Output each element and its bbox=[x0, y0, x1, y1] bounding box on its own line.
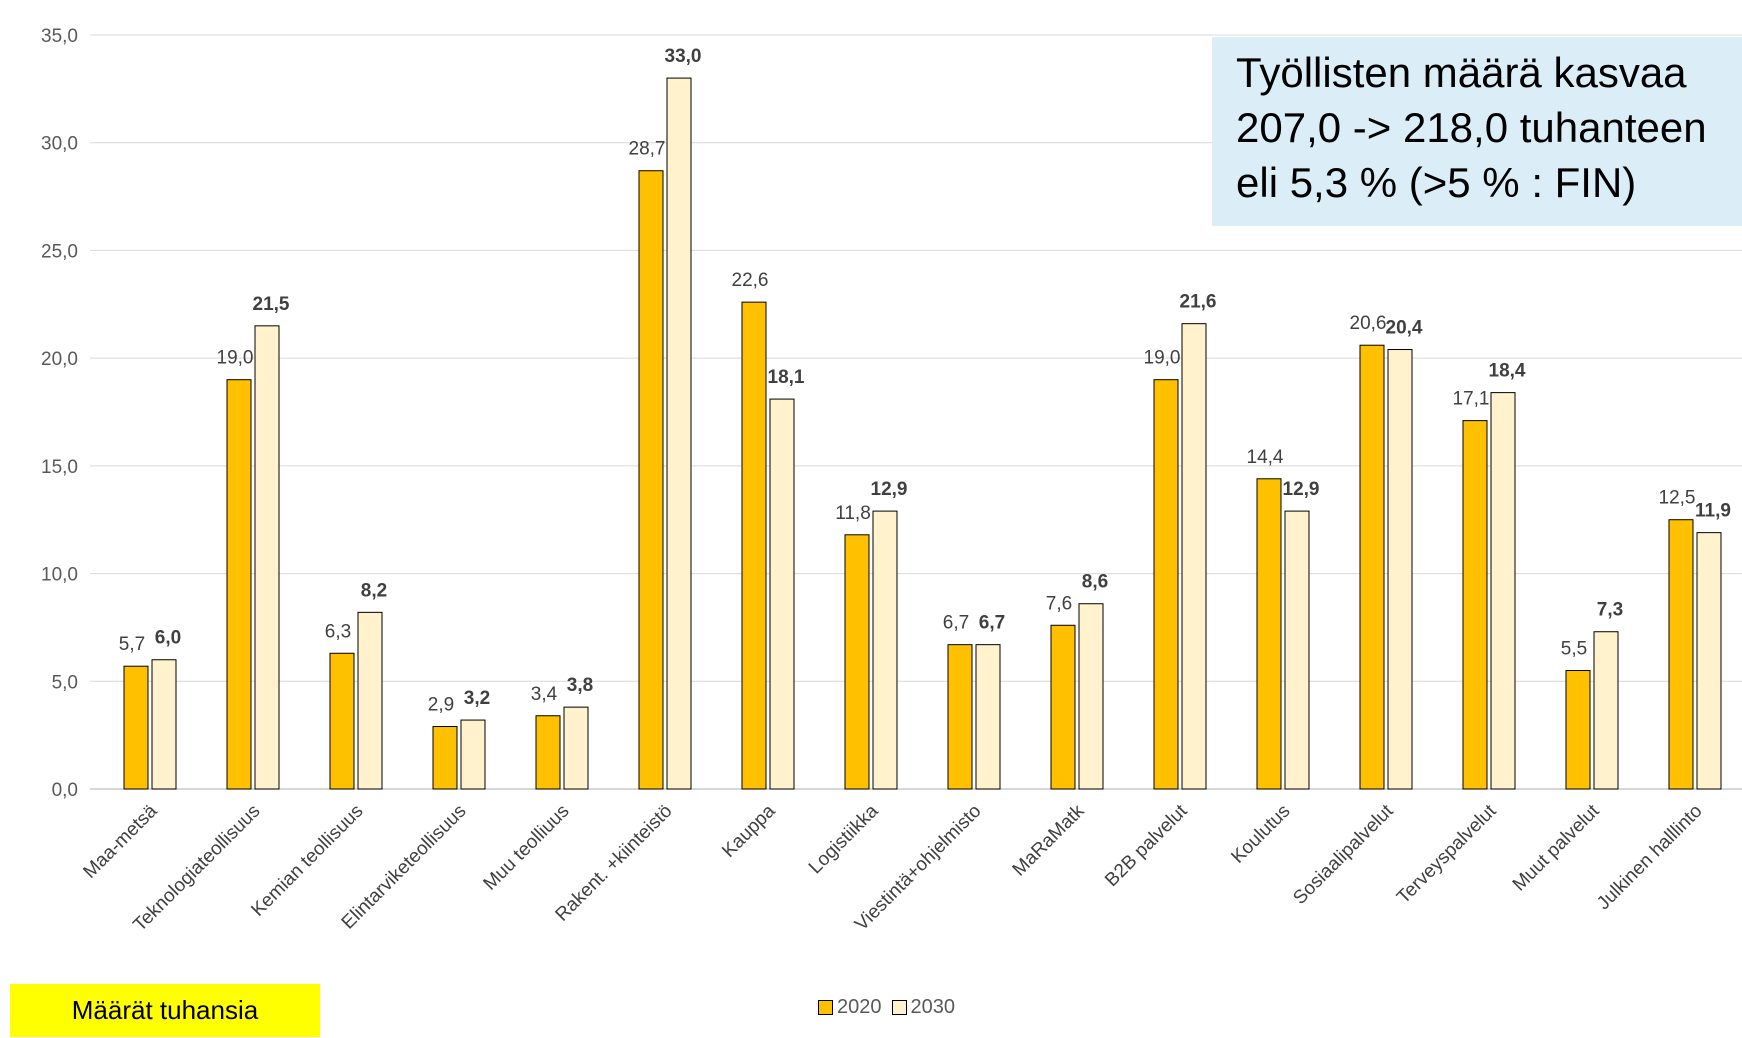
data-label-2020: 12,5 bbox=[1659, 488, 1696, 509]
data-label-2020: 6,3 bbox=[325, 621, 351, 642]
bar-2030 bbox=[872, 510, 898, 790]
data-label-2030: 3,2 bbox=[464, 688, 490, 709]
category-label: Koulutus bbox=[1227, 801, 1294, 868]
legend-item-2020: 2020 bbox=[818, 996, 882, 1019]
bar-2020 bbox=[1256, 478, 1282, 790]
y-tick-label: 0,0 bbox=[52, 780, 78, 801]
category-label: B2B palvelut bbox=[1101, 800, 1192, 891]
y-tick-label: 20,0 bbox=[41, 349, 78, 370]
data-label-2030: 12,9 bbox=[871, 479, 908, 500]
bar-2020 bbox=[1462, 420, 1488, 790]
data-label-2030: 21,6 bbox=[1180, 292, 1217, 313]
legend-item-2030: 2030 bbox=[891, 995, 956, 1019]
category-label: Julkinen halllinto bbox=[1593, 801, 1706, 914]
data-label-2030: 7,3 bbox=[1597, 600, 1623, 621]
bar-2020 bbox=[226, 379, 252, 790]
bar-2020 bbox=[741, 301, 767, 790]
data-label-2020: 2,9 bbox=[428, 695, 454, 716]
callout-line-1: Työllisten määrä kasvaa bbox=[1236, 49, 1687, 96]
bar-2020 bbox=[535, 715, 561, 790]
data-label-2020: 17,1 bbox=[1453, 389, 1490, 410]
units-note: Määrät tuhansia bbox=[10, 984, 320, 1037]
data-label-2030: 8,6 bbox=[1082, 572, 1108, 593]
category-label: Muu teolliuus bbox=[480, 801, 574, 895]
bar-2030 bbox=[1078, 603, 1104, 790]
bar-2030 bbox=[254, 325, 280, 790]
category-label: Sosiaalipalvelut bbox=[1289, 800, 1398, 909]
legend-swatch-2020 bbox=[818, 999, 833, 1015]
category-label: MaRaMatk bbox=[1009, 800, 1089, 880]
category-label: Rakent. +kiinteistö bbox=[552, 801, 677, 926]
category-label: Kemian teollisuus bbox=[247, 801, 367, 921]
bar-2020 bbox=[844, 534, 870, 790]
bar-2030 bbox=[769, 398, 795, 790]
bar-2020 bbox=[638, 170, 664, 790]
callout-line-2: 207,0 -> 218,0 tuhanteen bbox=[1236, 104, 1707, 151]
bar-2030 bbox=[975, 644, 1001, 790]
data-label-2020: 20,6 bbox=[1350, 313, 1387, 334]
data-label-2030: 20,4 bbox=[1386, 318, 1423, 339]
data-label-2020: 7,6 bbox=[1046, 593, 1072, 614]
bar-2020 bbox=[1565, 670, 1591, 790]
data-label-2030: 18,4 bbox=[1489, 361, 1526, 382]
data-label-2020: 5,5 bbox=[1561, 639, 1587, 660]
data-label-2030: 6,0 bbox=[155, 628, 181, 649]
category-label: Kauppa bbox=[718, 800, 779, 861]
bar-2030 bbox=[151, 659, 177, 790]
y-tick-label: 5,0 bbox=[52, 672, 78, 693]
data-label-2020: 14,4 bbox=[1247, 447, 1284, 468]
bar-2020 bbox=[1153, 379, 1179, 790]
y-tick-label: 15,0 bbox=[41, 457, 78, 478]
data-label-2020: 19,0 bbox=[1144, 348, 1181, 369]
data-label-2020: 11,8 bbox=[835, 503, 871, 524]
bar-2030 bbox=[460, 719, 486, 790]
data-label-2020: 28,7 bbox=[629, 139, 666, 160]
bar-2030 bbox=[357, 611, 383, 790]
data-label-2030: 8,2 bbox=[361, 580, 387, 601]
bar-2030 bbox=[1490, 392, 1516, 790]
chart-legend: 2020 2030 bbox=[818, 993, 965, 1021]
legend-label-2030: 2030 bbox=[910, 995, 956, 1018]
category-label: Muut palvelut bbox=[1509, 800, 1604, 895]
data-label-2030: 3,8 bbox=[567, 675, 593, 696]
bar-2030 bbox=[1181, 323, 1207, 790]
data-label-2020: 22,6 bbox=[732, 270, 769, 291]
y-tick-label: 25,0 bbox=[41, 241, 78, 262]
data-label-2030: 18,1 bbox=[768, 367, 805, 388]
bar-2030 bbox=[563, 706, 589, 790]
data-label-2030: 6,7 bbox=[979, 613, 1005, 634]
bar-2020 bbox=[1359, 344, 1385, 790]
bar-2030 bbox=[1284, 510, 1310, 790]
data-label-2030: 11,9 bbox=[1695, 501, 1731, 522]
data-label-2020: 3,4 bbox=[531, 684, 558, 705]
bar-2020 bbox=[1668, 519, 1694, 790]
data-label-2020: 6,7 bbox=[943, 613, 969, 634]
bar-2020 bbox=[1050, 624, 1076, 790]
y-tick-label: 35,0 bbox=[41, 26, 78, 47]
data-label-2030: 12,9 bbox=[1283, 479, 1320, 500]
category-label: Terveyspalvelut bbox=[1393, 800, 1501, 908]
legend-label-2020: 2020 bbox=[837, 995, 882, 1018]
bar-2020 bbox=[329, 652, 355, 790]
category-label: Logistiikka bbox=[805, 800, 883, 878]
data-label-2020: 5,7 bbox=[119, 634, 145, 655]
data-label-2030: 33,0 bbox=[665, 46, 702, 67]
callout-box: Työllisten määrä kasvaa 207,0 -> 218,0 t… bbox=[1212, 37, 1742, 226]
bar-2020 bbox=[432, 726, 458, 790]
bar-2030 bbox=[1593, 631, 1619, 790]
y-tick-label: 10,0 bbox=[41, 565, 78, 586]
bar-2030 bbox=[1387, 349, 1413, 790]
y-tick-label: 30,0 bbox=[41, 134, 78, 155]
data-label-2020: 19,0 bbox=[217, 348, 254, 369]
bar-2030 bbox=[666, 77, 692, 790]
legend-swatch-2030 bbox=[891, 999, 907, 1015]
callout-line-3: eli 5,3 % (>5 % : FIN) bbox=[1236, 159, 1637, 206]
data-label-2030: 21,5 bbox=[253, 294, 290, 315]
bar-2020 bbox=[123, 665, 149, 790]
bar-2030 bbox=[1696, 532, 1722, 790]
category-label: Maa-metsä bbox=[79, 800, 161, 882]
bar-2020 bbox=[947, 644, 973, 790]
